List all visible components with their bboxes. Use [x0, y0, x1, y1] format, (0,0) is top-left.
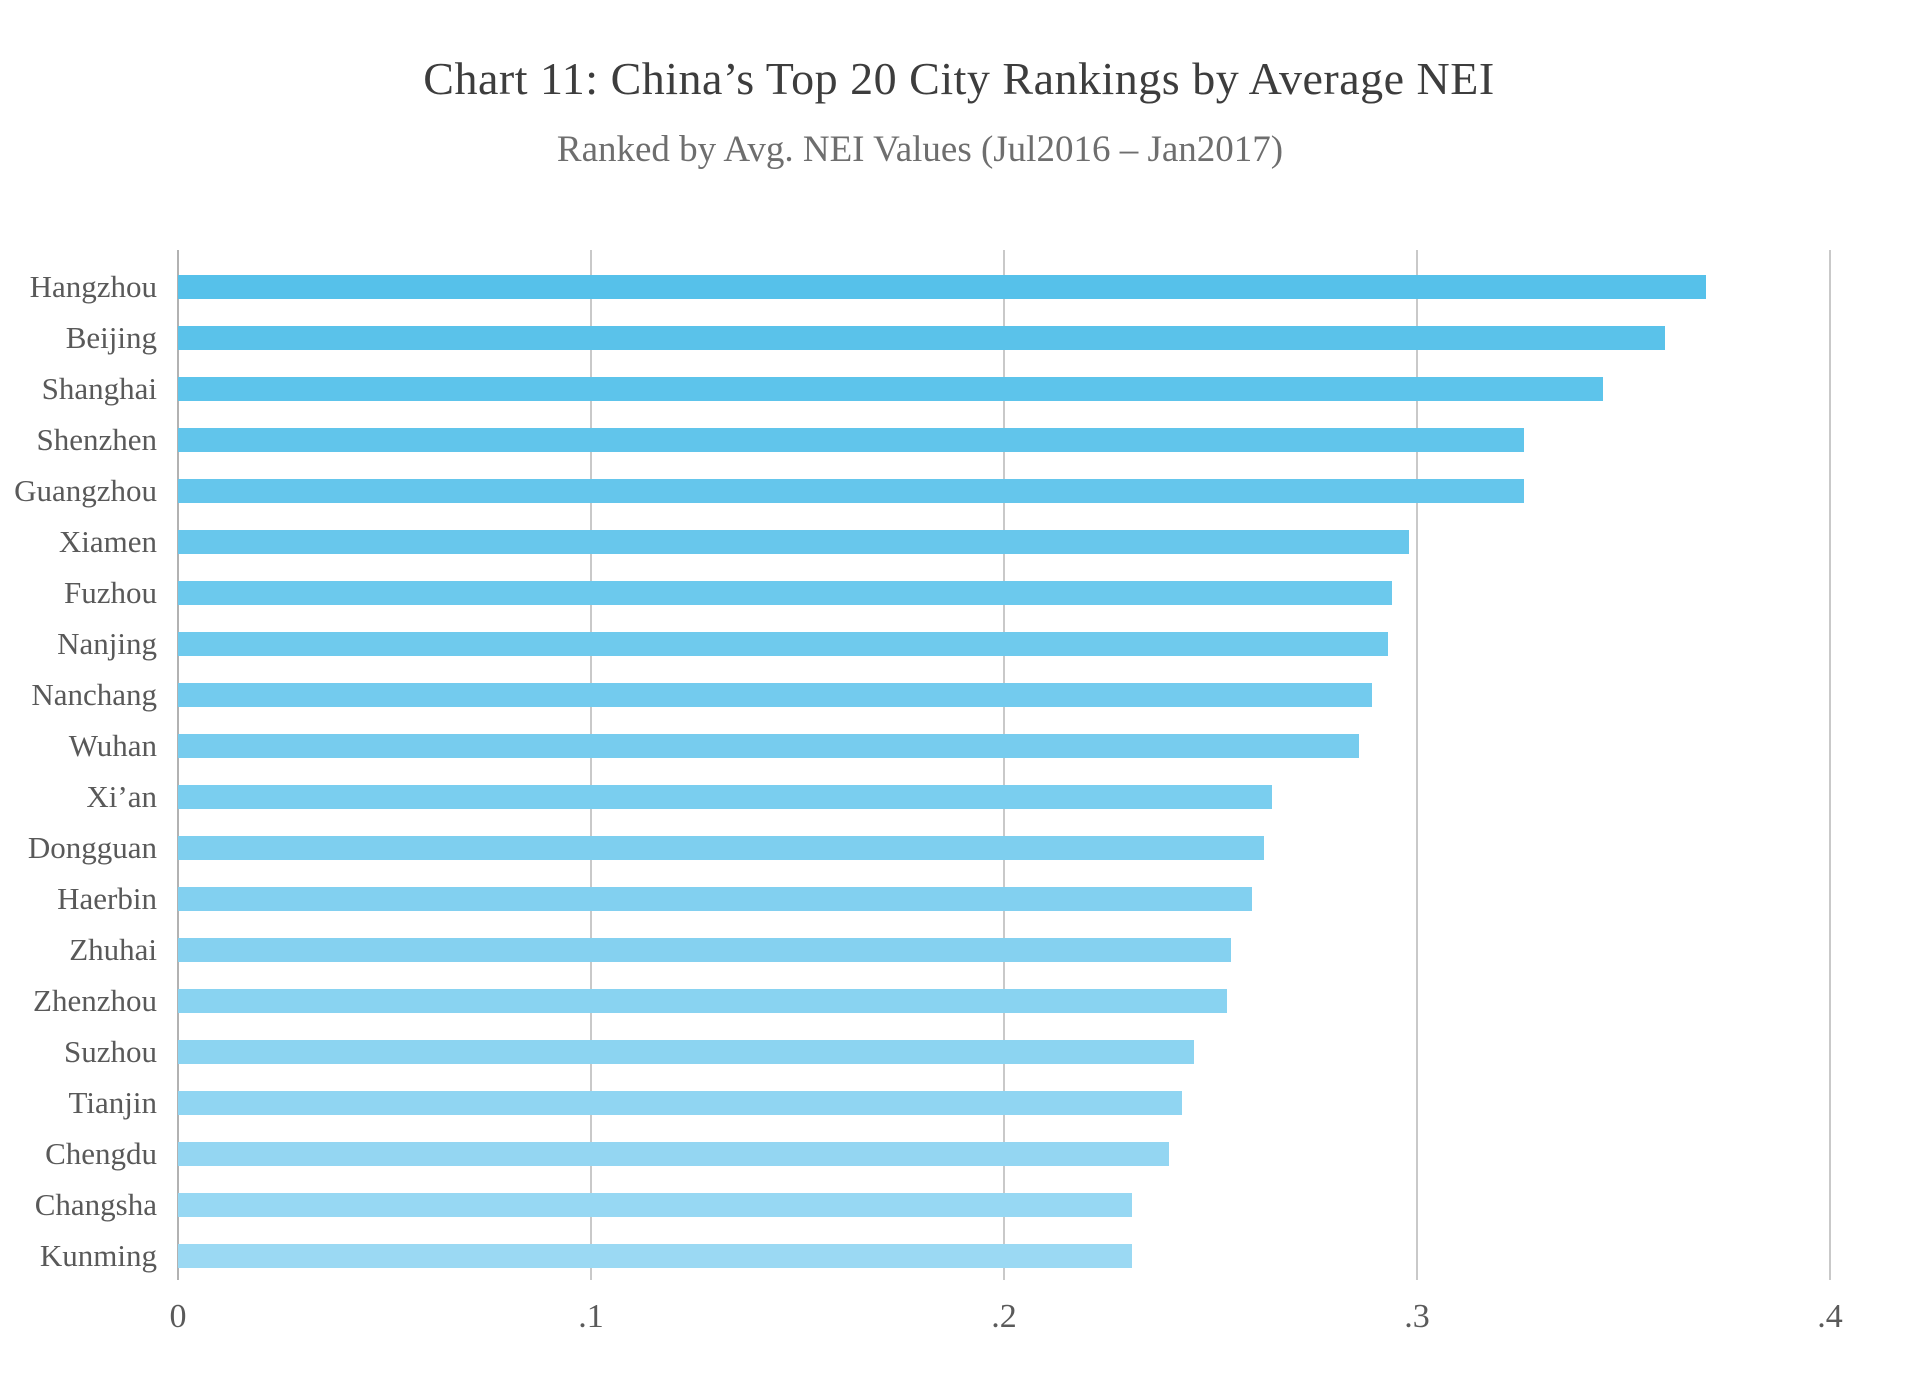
bar-fuzhou	[178, 581, 1393, 605]
y-axis-label: Shanghai	[41, 371, 157, 406]
x-tick-label: 0	[169, 1298, 187, 1335]
bar-haerbin	[178, 887, 1252, 911]
gridline-x-4	[1829, 250, 1831, 1280]
y-axis-label: Kunming	[39, 1238, 157, 1273]
y-axis-label: Wuhan	[68, 728, 157, 763]
gridline-x-2	[1003, 250, 1005, 1280]
bar-changsha	[178, 1193, 1133, 1217]
bar-suzhou	[178, 1040, 1194, 1064]
x-tick-label: .3	[1404, 1298, 1430, 1335]
y-axis-label: Changsha	[34, 1187, 157, 1222]
bar-nanchang	[178, 683, 1372, 707]
bar-hangzhou	[178, 275, 1707, 299]
y-axis-label: Haerbin	[57, 881, 157, 916]
bar-xian	[178, 785, 1273, 809]
y-axis-label: Shenzhen	[36, 422, 157, 457]
bar-shanghai	[178, 377, 1603, 401]
bar-zhuhai	[178, 938, 1232, 962]
y-axis-label: Nanjing	[57, 626, 157, 661]
y-axis-label: Zhuhai	[69, 932, 157, 967]
y-axis-label: Beijing	[65, 320, 157, 355]
bar-kunming	[178, 1244, 1133, 1268]
y-axis-label: Fuzhou	[64, 575, 157, 610]
bar-dongguan	[178, 836, 1265, 860]
x-tick-label: .1	[578, 1298, 604, 1335]
y-axis-label: Xi’an	[86, 779, 157, 814]
bar-beijing	[178, 326, 1665, 350]
chart-subtitle: Ranked by Avg. NEI Values (Jul2016 – Jan…	[556, 129, 1284, 170]
y-axis-label: Nanchang	[31, 677, 157, 712]
y-axis-label: Dongguan	[27, 830, 157, 865]
bar-shenzhen	[178, 428, 1525, 452]
y-axis-label: Tianjin	[68, 1085, 157, 1120]
y-axis-label: Hangzhou	[29, 269, 157, 304]
bar-zhenzhou	[178, 989, 1228, 1013]
gridline-x-1	[590, 250, 592, 1280]
y-axis-line	[177, 250, 179, 1280]
y-axis-label: Suzhou	[64, 1034, 157, 1069]
gridline-x-3	[1416, 250, 1418, 1280]
plot-area: 0 .1 .2 .3 .4 Hangzhou Beijing Shanghai Shenzhen…	[14, 250, 1843, 1335]
bar-tianjin	[178, 1091, 1182, 1115]
y-axis-label: Xiamen	[58, 524, 157, 559]
chart-title: Chart 11: China’s Top 20 City Rankings b…	[423, 53, 1495, 104]
x-tick-label: .2	[991, 1298, 1017, 1335]
y-axis-label: Chengdu	[45, 1136, 157, 1171]
x-tick-label: .4	[1817, 1298, 1843, 1335]
bar-chengdu	[178, 1142, 1170, 1166]
bar-xiamen	[178, 530, 1409, 554]
y-axis-label: Guangzhou	[14, 473, 157, 508]
y-axis-label: Zhenzhou	[33, 983, 157, 1018]
bar-guangzhou	[178, 479, 1525, 503]
bar-wuhan	[178, 734, 1360, 758]
bar-nanjing	[178, 632, 1389, 656]
